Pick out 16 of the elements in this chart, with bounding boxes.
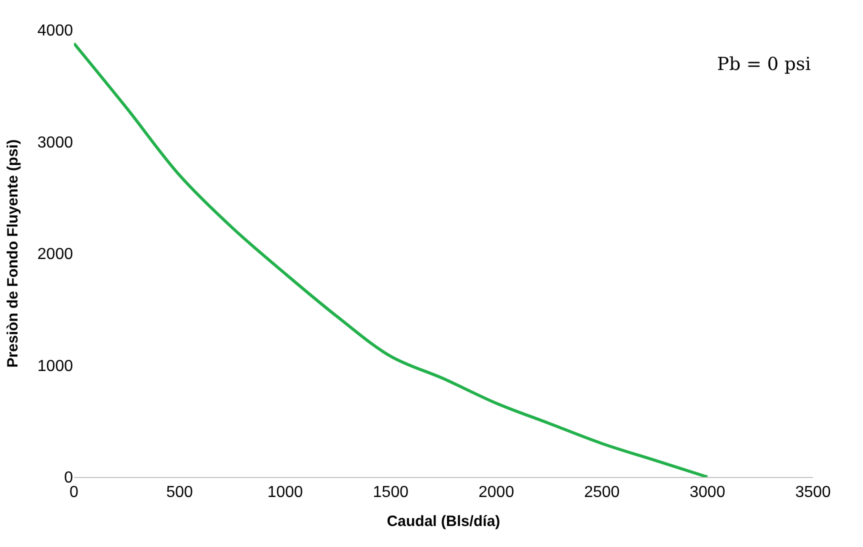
x-tick-label: 500 (166, 484, 194, 502)
x-tick-label: 3000 (690, 484, 726, 502)
x-tick-label: 2000 (478, 484, 514, 502)
x-tick-label: 1000 (267, 484, 304, 502)
x-axis-title: Caudal (Bls/día) (386, 513, 500, 530)
y-tick-label: 3000 (37, 134, 74, 152)
annotation: Pb = 0 psi (717, 54, 812, 75)
y-tick-label: 2000 (37, 246, 74, 264)
line-series (74, 42, 709, 477)
y-tick-label: 0 (64, 470, 74, 487)
y-axis-title: Presiòn de Fondo Fluyente (psi) (4, 139, 22, 368)
y-tick-label: 1000 (37, 358, 74, 375)
x-tick-label: 3500 (795, 484, 831, 502)
x-tick-label: 1500 (372, 484, 409, 502)
y-tick-label: 4000 (37, 22, 74, 40)
x-tick-label: 2500 (584, 484, 620, 502)
